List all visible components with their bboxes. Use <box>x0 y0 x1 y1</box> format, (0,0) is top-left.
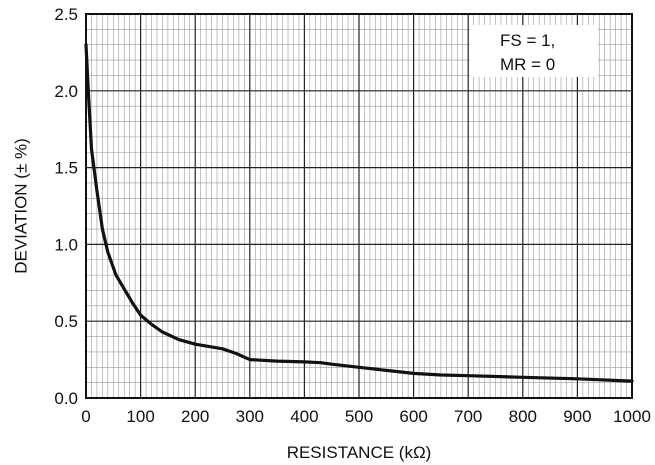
y-axis-title: DEVIATION (± %) <box>11 138 30 274</box>
x-tick-label: 0 <box>81 407 90 426</box>
series-group <box>84 43 634 383</box>
y-tick-label: 1.0 <box>54 235 78 254</box>
x-tick-label: 500 <box>345 407 373 426</box>
plot-border <box>85 13 633 399</box>
x-tick-label: 100 <box>126 407 154 426</box>
x-tick-label: 600 <box>399 407 427 426</box>
x-axis-title: RESISTANCE (kΩ) <box>287 443 432 462</box>
x-tick-label: 900 <box>563 407 591 426</box>
y-tick-label: 0.0 <box>54 389 78 408</box>
x-tick-label: 300 <box>236 407 264 426</box>
x-tick-label: 400 <box>290 407 318 426</box>
annotation-line-1: FS = 1, <box>500 31 555 50</box>
annotation-line-2: MR = 0 <box>500 55 555 74</box>
y-tick-label: 2.5 <box>54 5 78 24</box>
annotation-box: FS = 1, MR = 0 <box>470 25 598 77</box>
x-tick-label: 200 <box>181 407 209 426</box>
y-tick-label: 2.0 <box>54 82 78 101</box>
y-tick-label: 0.5 <box>54 312 78 331</box>
y-tick-label: 1.5 <box>54 159 78 178</box>
annotation-background <box>470 25 598 77</box>
x-tick-label: 700 <box>454 407 482 426</box>
x-tick-label: 800 <box>509 407 537 426</box>
x-tick-label: 1000 <box>613 407 651 426</box>
series-line <box>84 43 634 383</box>
grid <box>85 13 633 399</box>
tick-labels: 0 100 200 300 400 500 600 700 800 900 1000 0.0 0.5 1.… <box>54 5 651 426</box>
